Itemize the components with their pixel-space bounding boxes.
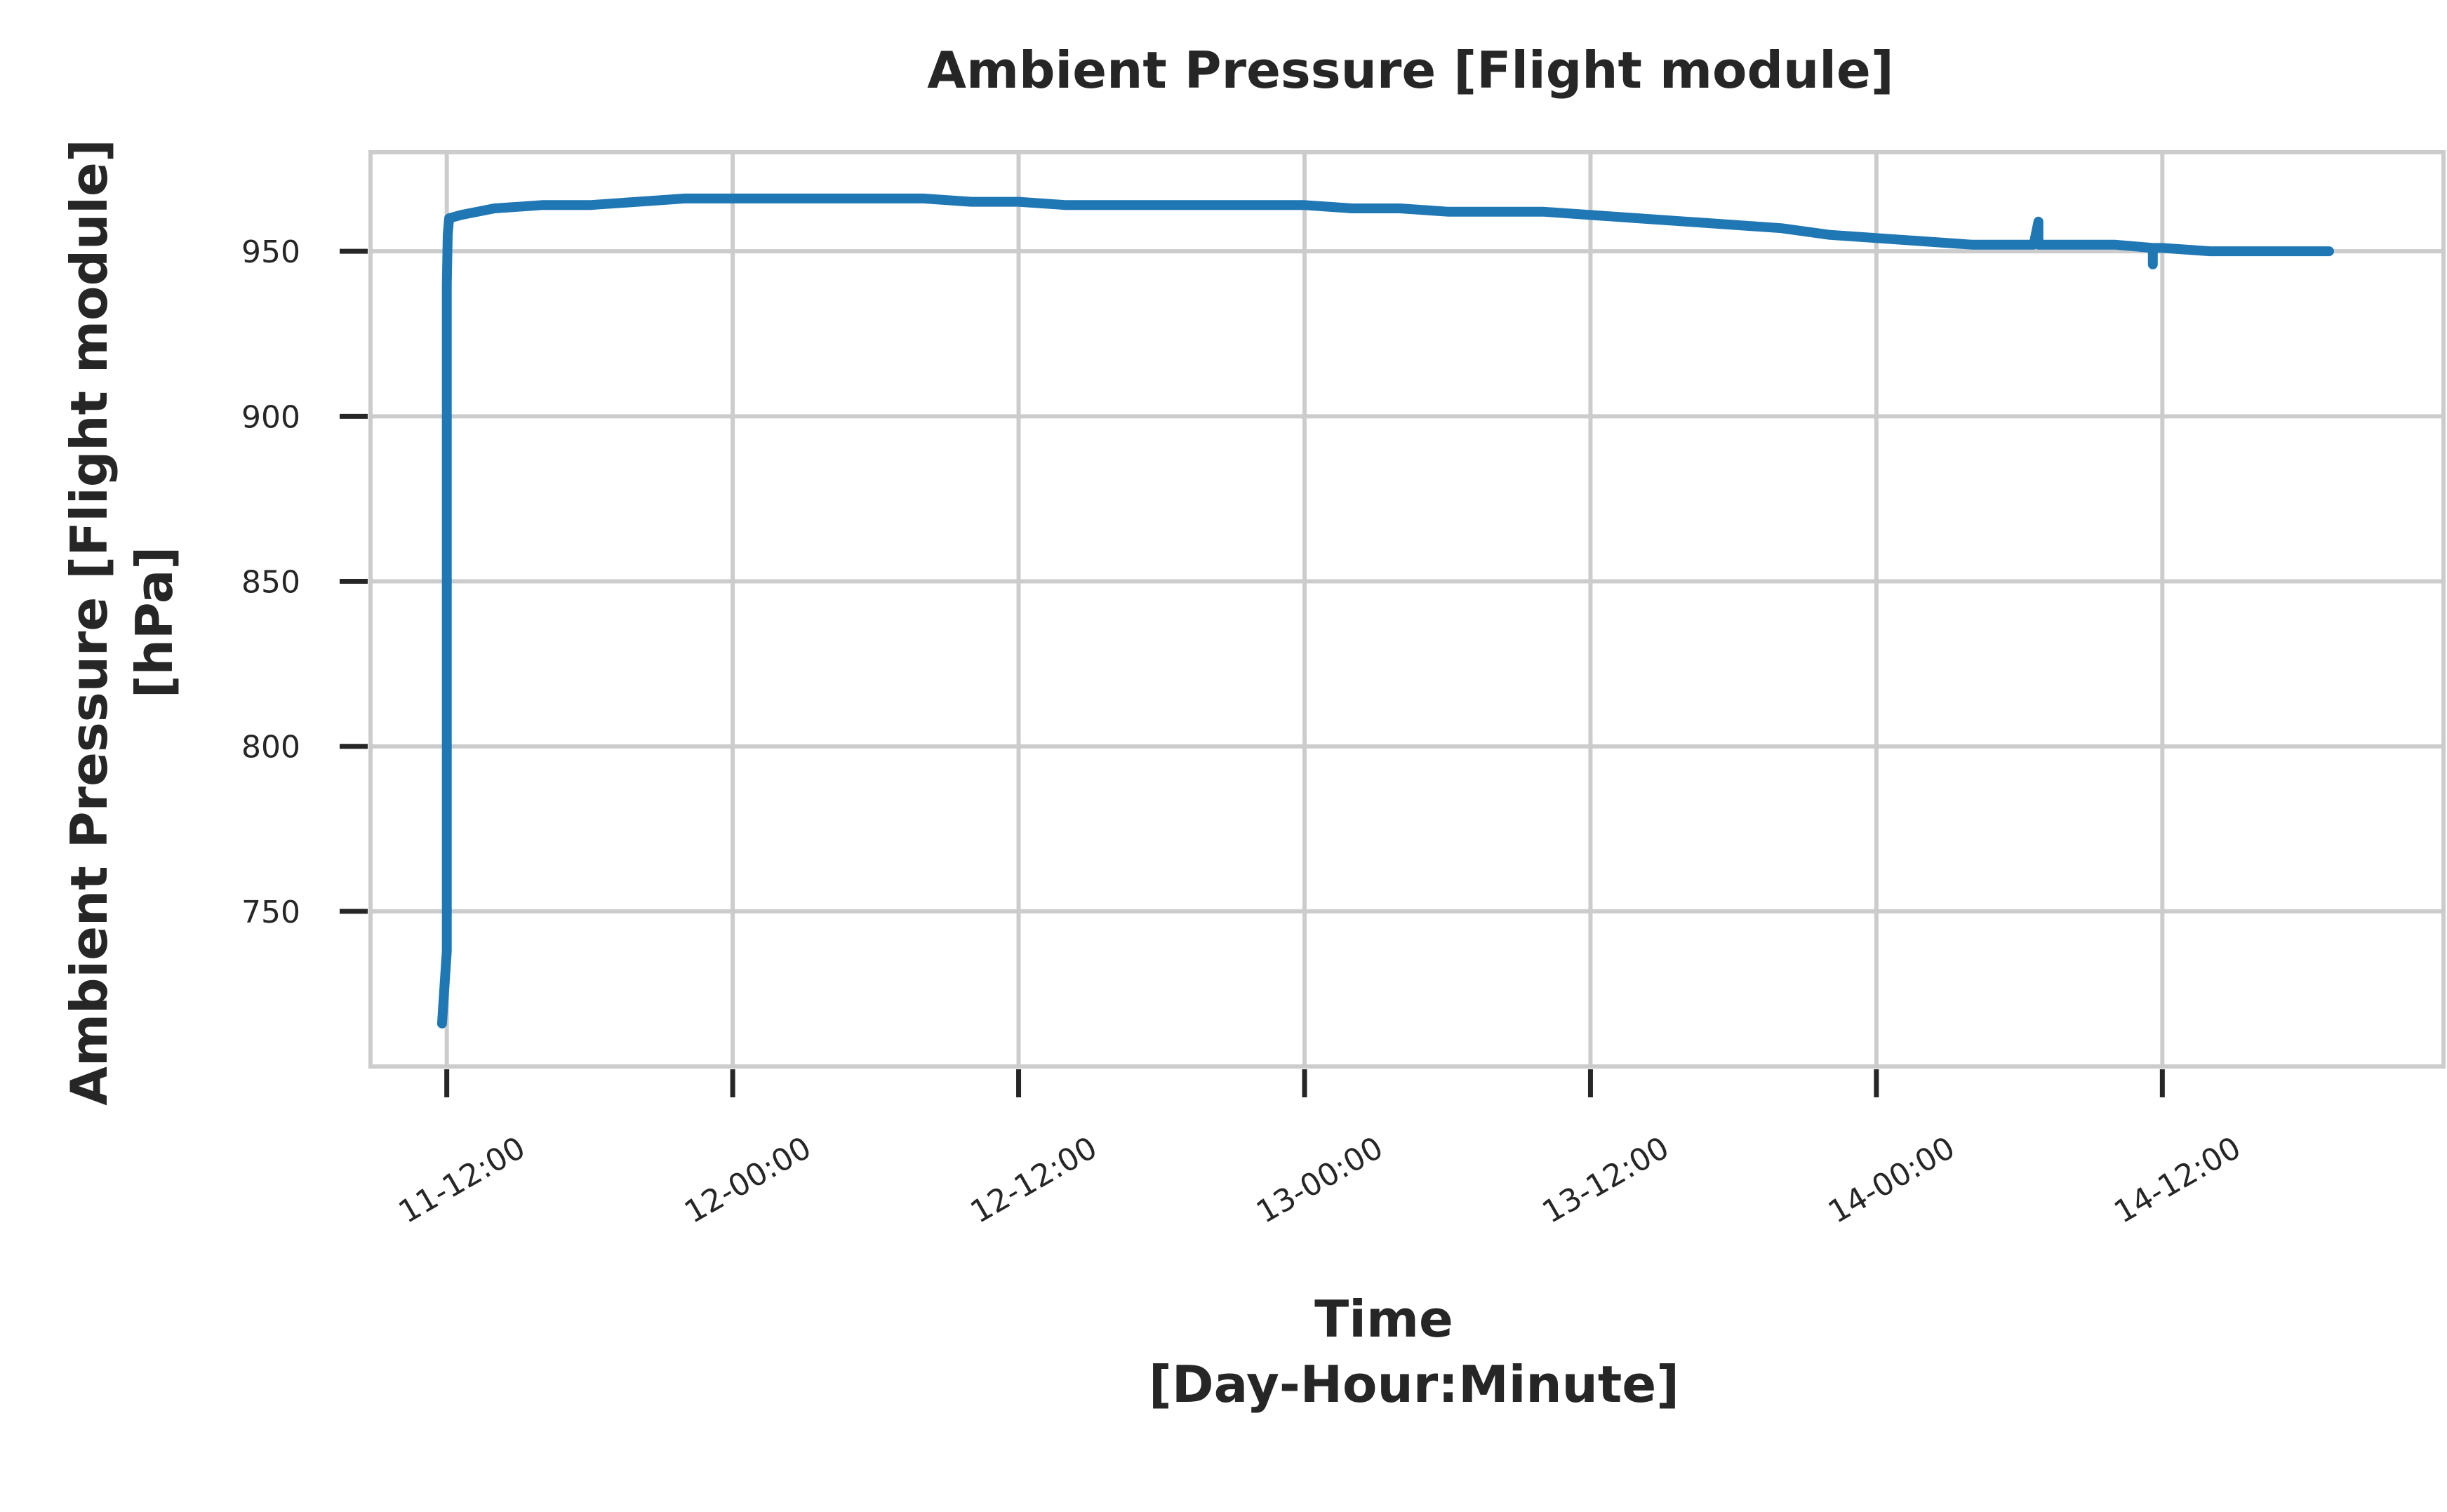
plot-area-frame xyxy=(368,150,2446,1069)
y-tick-label-950: 950 xyxy=(241,234,300,270)
x-tick-label-5: 14-00:00 xyxy=(1822,1130,1961,1231)
x-tick-label-6: 14-12:00 xyxy=(2108,1130,2247,1231)
grid-lines xyxy=(371,152,2443,1066)
axis-ticks xyxy=(340,248,2165,1097)
series-line-0 xyxy=(436,193,2334,1029)
y-tick-label-800: 800 xyxy=(241,730,300,765)
x-axis-label-line-2: [Day-Hour:Minute] xyxy=(1149,1355,1679,1414)
y-axis-tick-labels: 750 800 850 900 950 xyxy=(241,234,300,930)
y-axis-label-line-2: [hPa] xyxy=(125,547,184,699)
x-tick-label-0: 11-12:00 xyxy=(393,1130,532,1231)
x-axis-label-line-1: Time xyxy=(1314,1290,1453,1349)
y-axis-label-line-1: Ambient Pressure [Flight module] xyxy=(60,139,119,1105)
y-tick-label-850: 850 xyxy=(241,565,300,601)
series-layer xyxy=(436,193,2334,1029)
x-tick-label-1: 12-00:00 xyxy=(679,1130,818,1231)
y-tick-label-750: 750 xyxy=(241,895,300,930)
y-tick-label-900: 900 xyxy=(241,399,300,435)
x-tick-label-2: 12-12:00 xyxy=(964,1130,1103,1231)
chart-title: Ambient Pressure [Flight module] xyxy=(927,41,1893,100)
x-tick-label-4: 13-12:00 xyxy=(1536,1130,1675,1231)
x-axis-tick-labels: 11-12:00 12-00:00 12-12:00 13-00:00 13-12:00… xyxy=(393,1130,2247,1231)
x-tick-label-3: 13-00:00 xyxy=(1251,1130,1389,1231)
